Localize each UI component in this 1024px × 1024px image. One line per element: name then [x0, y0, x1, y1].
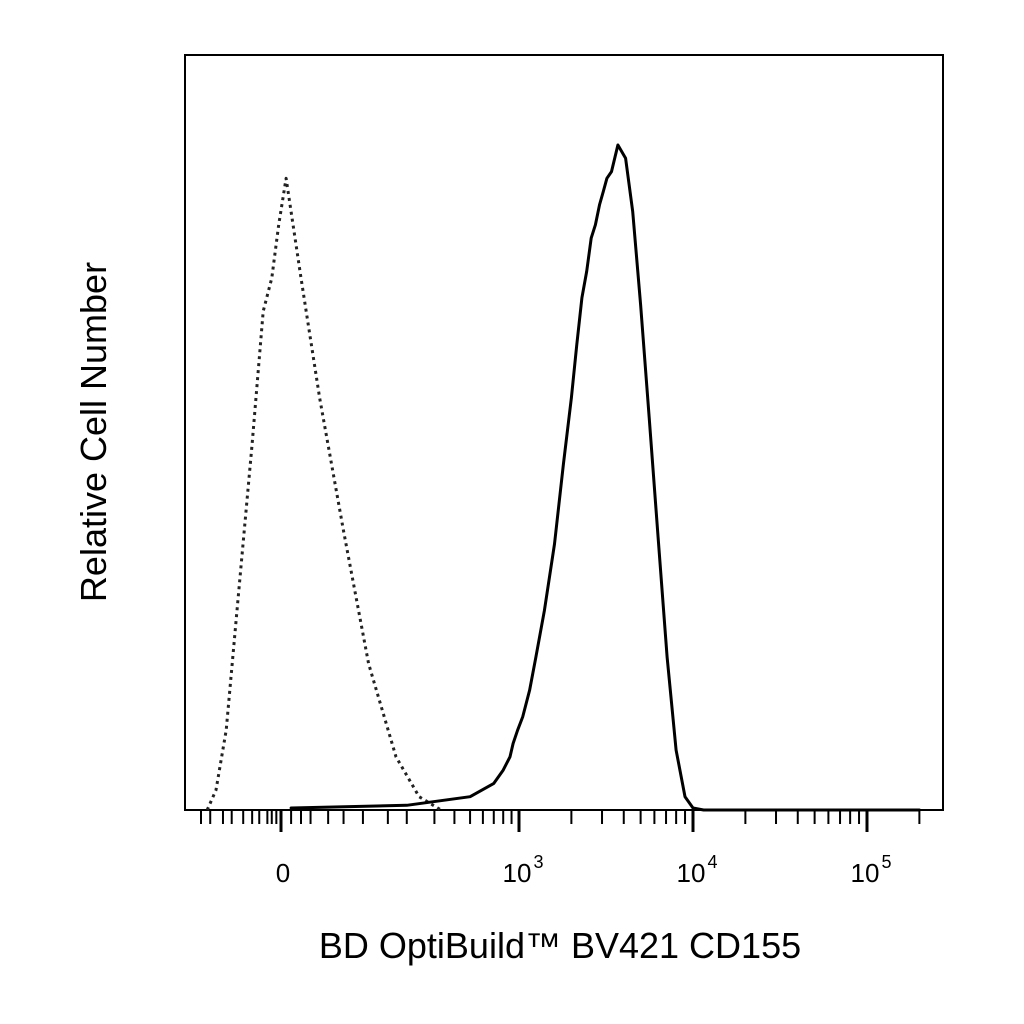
series-1-line	[205, 176, 442, 812]
x-tick-exponent-3: 4	[707, 852, 717, 872]
x-tick-labels: 0 10 3 10 4 10 5	[276, 852, 892, 888]
x-tick-exponent-2: 3	[533, 852, 543, 872]
x-tick-label-2: 10 3	[503, 852, 544, 888]
x-tick-exponent-4: 5	[881, 852, 891, 872]
series-2-line	[289, 143, 921, 812]
plot-frame	[184, 54, 944, 811]
x-tick-label-3: 10 4	[677, 852, 718, 888]
x-tick-label-4: 10 5	[851, 852, 892, 888]
y-axis-label: Relative Cell Number	[73, 262, 114, 602]
x-tick-label-1: 0	[276, 858, 290, 888]
x-axis-label: BD OptiBuild™ BV421 CD155	[319, 925, 801, 966]
x-major-ticks	[279, 810, 869, 832]
x-minor-ticks	[200, 810, 921, 824]
series-layer	[205, 143, 921, 812]
